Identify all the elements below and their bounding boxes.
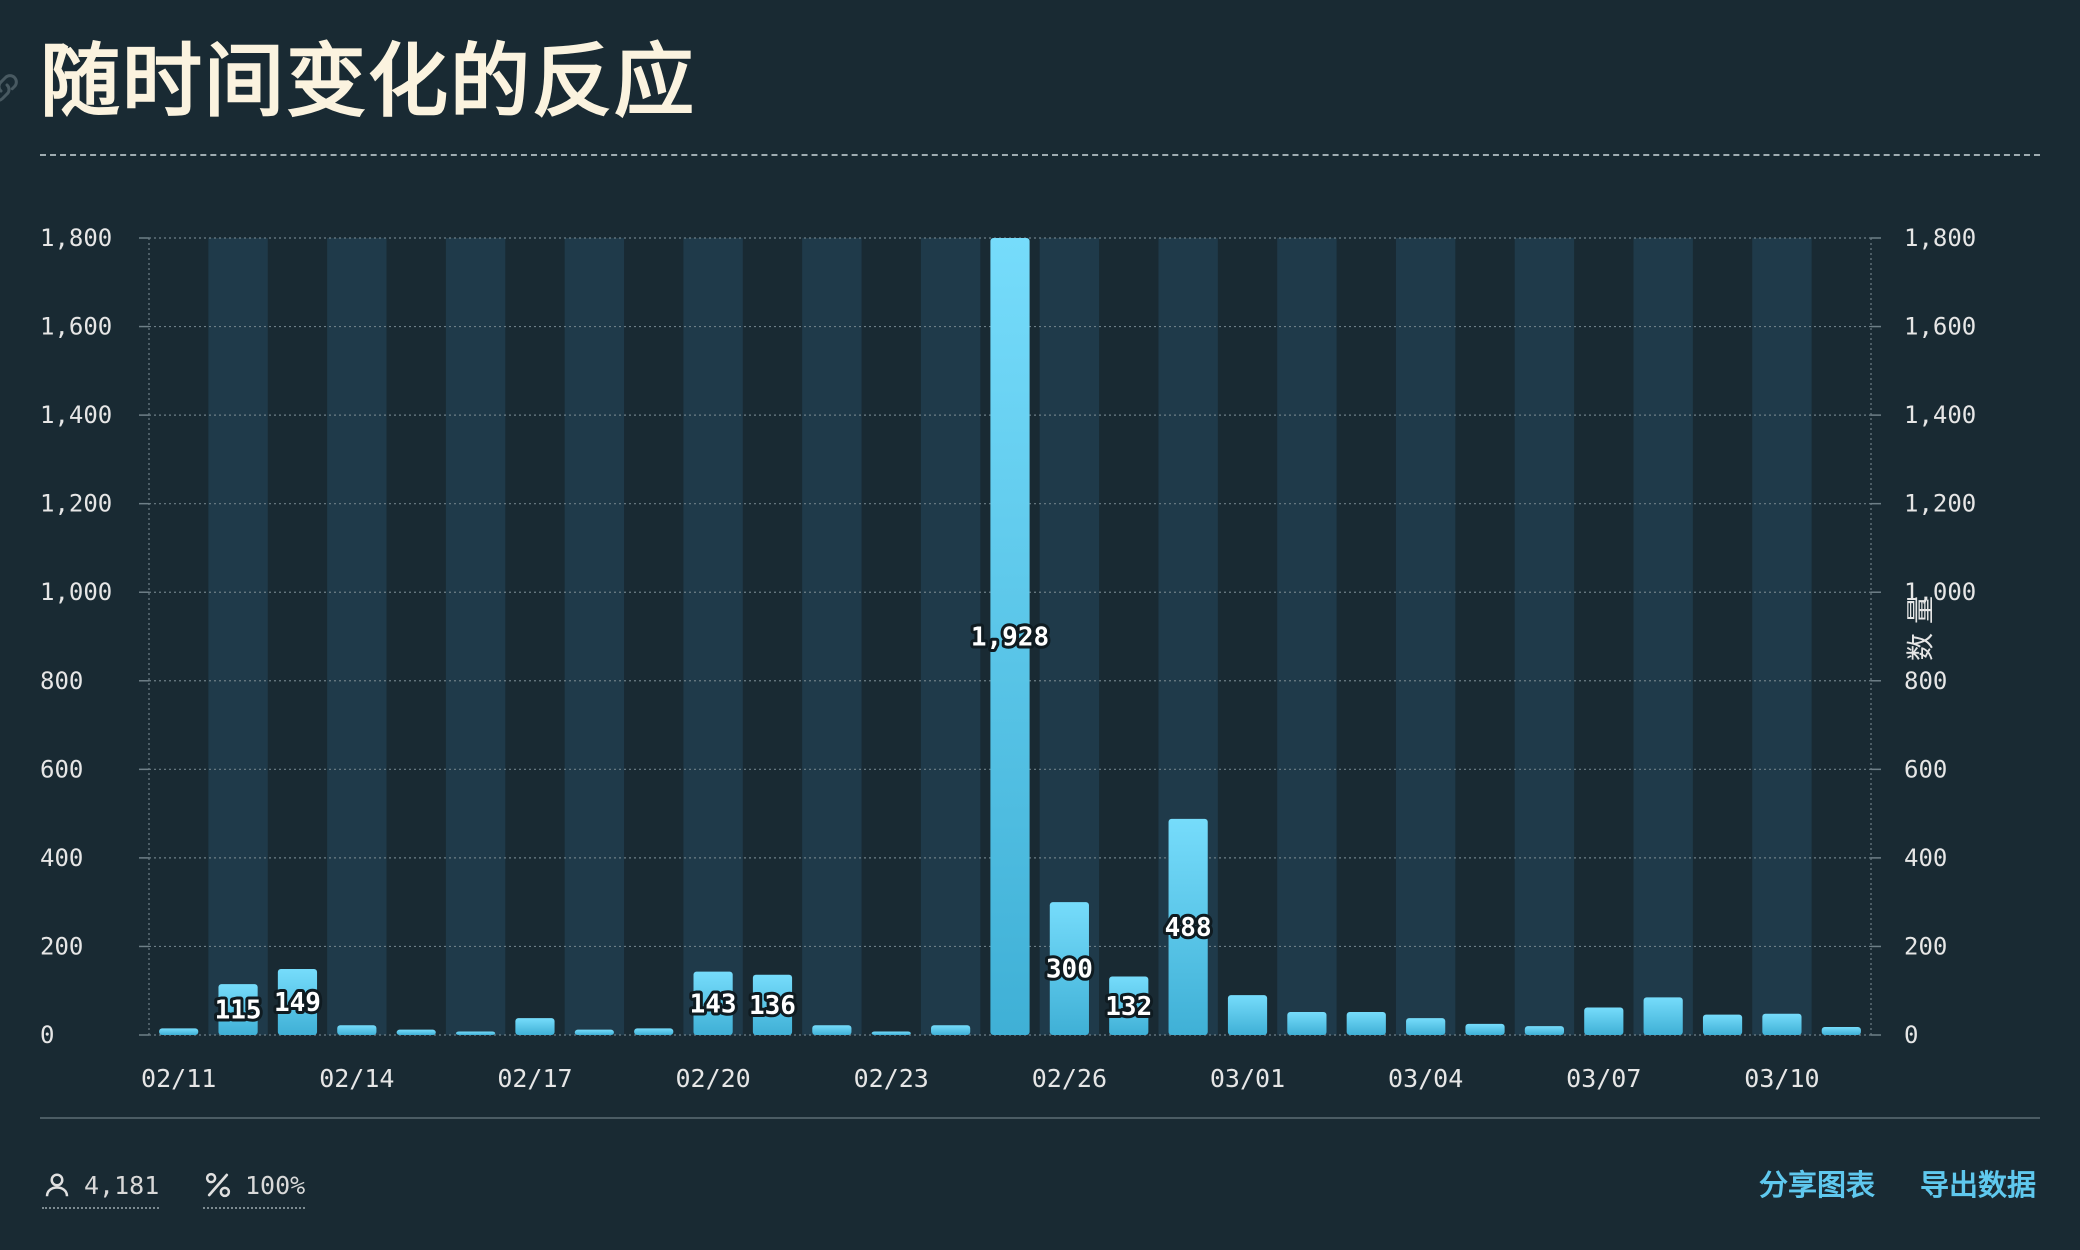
alternating-band [802,238,862,1035]
bar [1702,1014,1743,1035]
alternating-band [445,238,506,1035]
x-tick-label: 03/01 [1210,1064,1285,1090]
alternating-band [327,238,387,1035]
bar [1584,1007,1624,1035]
x-tick-label: 02/17 [497,1064,572,1090]
bar [931,1025,971,1035]
link-icon [0,74,18,102]
bar [1465,1023,1505,1035]
bar [218,984,258,1035]
alternating-band [683,238,743,1035]
bar-value-label: 300 [1046,955,1093,985]
y-tick-label-right: 200 [1904,932,1947,960]
y-tick-label-right: 400 [1904,844,1947,872]
percent-stat: 100% [203,1165,306,1209]
alternating-band [1752,238,1812,1035]
x-tick-label: 02/11 [141,1064,216,1090]
bar [574,1029,614,1035]
y-tick-label-left: 1,000 [40,578,112,606]
x-tick-label: 02/26 [1032,1064,1107,1090]
bar [277,969,318,1035]
alternating-band [1395,238,1456,1035]
y-tick-label-left: 200 [40,932,83,960]
bar [1227,995,1268,1035]
users-stat: 4,181 [42,1165,160,1209]
title-divider [40,154,2040,156]
y-tick-label-right: 1,000 [1904,578,1976,606]
y-tick-label-left: 600 [40,755,83,783]
bar [1821,1027,1861,1035]
y-tick-label-right: 1,200 [1904,490,1976,518]
bar [1643,997,1683,1035]
alternating-band [1633,238,1693,1035]
export-data-link[interactable]: 导出数据 [1920,1168,2037,1202]
y-tick-label-left: 0 [40,1021,54,1049]
bar-value-label: 143 [690,989,737,1019]
y-tick-label-left: 400 [40,844,83,872]
bar [693,971,733,1035]
percent-icon [205,1172,231,1198]
bar [1406,1018,1446,1035]
x-tick-label: 02/23 [854,1064,929,1090]
x-tick-label: 03/04 [1388,1064,1463,1090]
bar-value-label: 115 [215,996,262,1026]
alternating-band [920,238,981,1035]
bar [337,1025,377,1035]
y-tick-label-left: 1,200 [40,490,112,518]
bar [990,238,1030,1035]
y-tick-label-right: 1,800 [1904,224,1976,252]
footer-divider [40,1117,2040,1119]
bar [1168,818,1208,1035]
alternating-band [208,238,268,1035]
y-tick-label-left: 1,400 [40,401,112,429]
bar [159,1028,199,1035]
page-title: 随时间变化的反应 [40,35,696,128]
bar [812,1025,852,1035]
bar [515,1018,555,1035]
x-tick-label: 02/20 [675,1064,750,1090]
x-tick-label: 03/10 [1744,1064,1819,1090]
bar-value-label: 149 [274,988,321,1018]
bar [455,1031,496,1035]
y-tick-label-left: 1,600 [40,313,112,341]
bar [634,1028,674,1035]
bar [1346,1011,1386,1035]
bar [1049,902,1089,1035]
y-axis-title-right: 数 量 [1904,596,1937,661]
y-tick-label-right: 1,600 [1904,313,1976,341]
share-chart-link[interactable]: 分享图表 [1759,1168,1876,1202]
y-tick-label-right: 800 [1904,667,1947,695]
percent-value: 100% [245,1170,306,1200]
bar-value-label: 1,928 [971,623,1049,653]
bar [1109,976,1149,1035]
x-tick-label: 03/07 [1566,1064,1641,1090]
y-tick-label-left: 1,800 [40,224,112,252]
bar-chart: 0 0 200 200 400 400 600 600 800 800 1,000 1,000 1,20… [40,224,1976,1090]
bar [1762,1013,1802,1035]
bar-value-label: 136 [749,991,796,1021]
bar [752,974,793,1035]
y-tick-label-right: 600 [1904,755,1947,783]
alternating-band [564,238,625,1035]
bar [396,1029,436,1035]
bar-value-label: 488 [1165,913,1212,943]
user-icon [45,1173,69,1197]
bar-value-label: 132 [1105,992,1152,1022]
alternating-band [1514,238,1575,1035]
y-tick-label-right: 1,400 [1904,401,1976,429]
y-tick-label-right: 0 [1904,1021,1918,1049]
bar [1287,1011,1327,1035]
bar [871,1031,911,1035]
alternating-band [1277,238,1337,1035]
x-tick-label: 02/14 [319,1064,394,1090]
users-count: 4,181 [84,1170,160,1200]
bar [1524,1026,1565,1035]
y-tick-label-left: 800 [40,667,83,695]
